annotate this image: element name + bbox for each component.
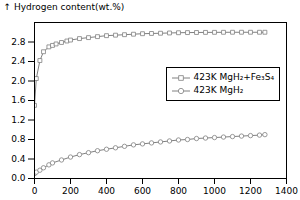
svg-text:1200: 1200 [239, 186, 262, 196]
svg-text:0.4: 0.4 [11, 154, 26, 164]
svg-text:0.8: 0.8 [11, 134, 26, 144]
svg-text:1.6: 1.6 [11, 95, 26, 105]
svg-text:2.0: 2.0 [11, 76, 26, 86]
svg-text:600: 600 [134, 186, 151, 196]
html-text:423K MgH₂+Fe₃S₄: 423K MgH₂+Fe₃S₄ [193, 72, 274, 83]
svg-text:2.4: 2.4 [11, 56, 26, 66]
svg-text:1000: 1000 [203, 186, 226, 196]
html-text:423K MgH₂: 423K MgH₂ [193, 85, 244, 96]
svg-text:0: 0 [32, 186, 38, 196]
svg-text:200: 200 [62, 186, 79, 196]
svg-text:↑ Hydrogen content(wt.%): ↑ Hydrogen content(wt.%) [4, 2, 125, 12]
svg-text:1.2: 1.2 [11, 115, 25, 125]
svg-text:400: 400 [98, 186, 115, 196]
svg-text:0.0: 0.0 [11, 173, 26, 183]
svg-text:2.8: 2.8 [11, 37, 26, 47]
svg-text:800: 800 [170, 186, 187, 196]
svg-text:1400: 1400 [275, 186, 298, 196]
